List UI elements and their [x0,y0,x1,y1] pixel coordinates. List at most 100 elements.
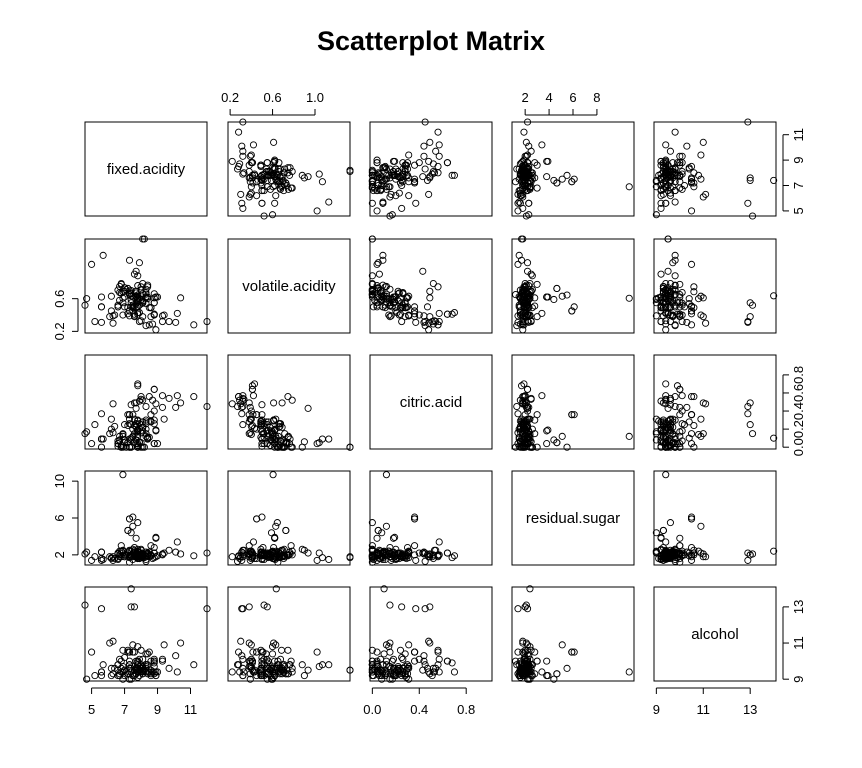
point-fixed.acidity-vs-citric.acid-125 [386,193,394,201]
point-alcohol-vs-fixed.acidity-84 [158,657,167,665]
point-alcohol-vs-citric.acid-129 [369,672,378,680]
point-volatile.acidity-vs-fixed.acidity-125 [106,313,114,321]
point-residual.sugar-vs-volatile.acidity-61 [282,526,290,534]
point-volatile.acidity-vs-alcohol-43 [664,267,672,275]
point-fixed.acidity-vs-citric.acid-50 [411,161,419,169]
point-alcohol-vs-citric.acid-91 [388,675,396,683]
point-citric.acid-vs-fixed.acidity-100 [124,421,132,430]
point-fixed.acidity-vs-citric.acid-57 [415,159,423,167]
point-alcohol-vs-volatile.acidity-108 [269,650,277,658]
point-alcohol-vs-citric.acid-29 [382,661,390,669]
point-fixed.acidity-vs-citric.acid-139 [421,118,429,126]
point-fixed.acidity-vs-residual.sugar-92 [533,184,541,192]
point-alcohol-vs-citric.acid-131 [381,670,389,678]
point-citric.acid-vs-fixed.acidity-137 [142,402,150,411]
point-residual.sugar-vs-alcohol-142 [746,551,754,559]
point-fixed.acidity-vs-citric.acid-118 [368,178,376,186]
point-alcohol-vs-residual.sugar-99 [522,666,530,674]
point-residual.sugar-vs-fixed.acidity-141 [127,547,135,555]
point-residual.sugar-vs-citric.acid-142 [398,551,406,559]
point-residual.sugar-vs-volatile.acidity-52 [271,534,279,542]
point-fixed.acidity-vs-residual.sugar-80 [519,190,527,198]
point-residual.sugar-vs-alcohol-136 [671,550,679,558]
point-citric.acid-vs-fixed.acidity-97 [134,416,142,424]
point-volatile.acidity-vs-fixed.acidity-3 [190,321,198,329]
point-alcohol-vs-citric.acid-130 [374,662,382,671]
point-alcohol-vs-citric.acid-92 [368,657,376,665]
point-alcohol-vs-volatile.acidity-84 [246,657,254,665]
point-alcohol-vs-citric.acid-64 [435,655,443,663]
point-citric.acid-vs-alcohol-117 [673,440,682,448]
point-volatile.acidity-vs-alcohol-132 [669,285,677,293]
point-alcohol-vs-fixed.acidity-42 [81,601,89,609]
point-fixed.acidity-vs-volatile.acidity-105 [288,167,296,176]
point-volatile.acidity-vs-alcohol-112 [685,300,693,308]
point-citric.acid-vs-volatile.acidity-125 [245,430,253,438]
point-fixed.acidity-vs-citric.acid-117 [373,159,381,167]
point-citric.acid-vs-volatile.acidity-77 [250,380,259,388]
point-volatile.acidity-vs-fixed.acidity-46 [97,318,106,326]
point-citric.acid-vs-volatile.acidity-92 [287,443,295,451]
point-volatile.acidity-vs-alcohol-56 [652,312,660,320]
point-alcohol-vs-residual.sugar-92 [533,657,541,665]
point-alcohol-vs-residual.sugar-80 [519,637,527,645]
point-citric.acid-vs-volatile.acidity-137 [233,402,242,411]
point-fixed.acidity-vs-volatile.acidity-135 [264,171,272,179]
point-citric.acid-vs-fixed.acidity-138 [177,399,185,407]
point-residual.sugar-vs-volatile.acidity-54 [272,522,280,530]
point-fixed.acidity-vs-citric.acid-3 [434,128,442,136]
x-tick-label-bottom-citric.acid-1: 0.4 [410,702,428,717]
point-alcohol-vs-volatile.acidity-35 [325,661,333,669]
point-residual.sugar-vs-alcohol-92 [676,542,684,550]
point-fixed.acidity-vs-volatile.acidity-109 [238,142,246,150]
point-fixed.acidity-vs-alcohol-107 [662,164,670,172]
point-volatile.acidity-vs-citric.acid-81 [386,299,394,307]
point-alcohol-vs-fixed.acidity-135 [134,668,142,676]
point-citric.acid-vs-fixed.acidity-76 [107,425,115,433]
point-alcohol-vs-fixed.acidity-129 [114,672,122,680]
point-volatile.acidity-vs-alcohol-35 [671,251,679,259]
point-fixed.acidity-vs-volatile.acidity-140 [245,174,253,182]
point-fixed.acidity-vs-citric.acid-129 [369,187,378,195]
point-residual.sugar-vs-citric.acid-30 [382,471,390,479]
point-fixed.acidity-vs-citric.acid-116 [379,178,387,186]
point-fixed.acidity-vs-citric.acid-56 [405,178,413,186]
point-alcohol-vs-volatile.acidity-77 [250,668,259,676]
point-residual.sugar-vs-volatile.acidity-37 [253,515,261,523]
point-citric.acid-vs-residual.sugar-123 [519,443,527,451]
point-citric.acid-vs-volatile.acidity-140 [245,399,253,407]
point-volatile.acidity-vs-citric.acid-130 [374,259,382,267]
point-alcohol-vs-citric.acid-14 [434,648,442,656]
point-volatile.acidity-vs-residual.sugar-130 [523,259,532,267]
point-residual.sugar-vs-citric.acid-105 [429,551,437,559]
panel-frame-alcohol-vs-volatile.acidity [227,586,351,682]
x-tick-label-top-residual.sugar-3: 8 [593,90,600,105]
panel-frame-citric.acid-vs-volatile.acidity [227,354,351,450]
point-alcohol-vs-citric.acid-103 [405,664,413,672]
point-alcohol-vs-citric.acid-16 [378,675,386,683]
point-volatile.acidity-vs-fixed.acidity-98 [139,299,147,307]
point-volatile.acidity-vs-residual.sugar-116 [518,256,526,264]
point-alcohol-vs-volatile.acidity-76 [253,672,261,680]
point-citric.acid-vs-volatile.acidity-58 [278,399,286,407]
point-volatile.acidity-vs-alcohol-142 [746,299,754,307]
point-alcohol-vs-volatile.acidity-70 [239,664,247,672]
point-volatile.acidity-vs-fixed.acidity-117 [150,299,158,307]
point-citric.acid-vs-residual.sugar-35 [515,435,523,443]
point-citric.acid-vs-fixed.acidity-115 [121,436,129,444]
point-alcohol-vs-fixed.acidity-126 [137,646,145,654]
point-fixed.acidity-vs-alcohol-10 [657,199,665,207]
point-citric.acid-vs-fixed.acidity-10 [97,443,106,451]
point-fixed.acidity-vs-volatile.acidity-103 [272,192,280,200]
point-citric.acid-vs-fixed.acidity-89 [132,420,140,428]
point-volatile.acidity-vs-citric.acid-94 [375,270,383,278]
point-citric.acid-vs-volatile.acidity-103 [272,415,280,423]
point-residual.sugar-vs-fixed.acidity-90 [88,556,96,564]
point-alcohol-vs-citric.acid-73 [368,668,376,676]
point-citric.acid-vs-fixed.acidity-31 [91,421,99,429]
point-alcohol-vs-volatile.acidity-28 [278,646,286,654]
point-volatile.acidity-vs-residual.sugar-54 [558,292,566,300]
point-volatile.acidity-vs-fixed.acidity-22 [119,311,127,319]
point-fixed.acidity-vs-alcohol-91 [652,211,660,219]
point-residual.sugar-vs-alcohol-61 [659,526,667,534]
